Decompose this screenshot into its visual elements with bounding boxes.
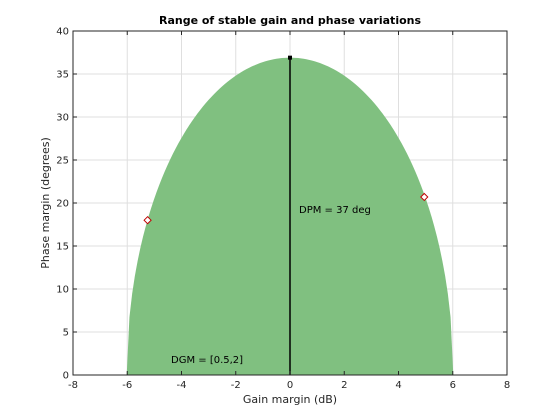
dgm-annotation: DGM = [0.5,2] <box>171 355 243 366</box>
y-tick-label: 30 <box>56 113 69 124</box>
dpm-annotation: DPM = 37 deg <box>299 205 371 216</box>
x-tick-label: 6 <box>450 380 456 391</box>
y-tick-label: 40 <box>56 27 69 38</box>
x-tick-labels: -8 -6 -4 -2 0 2 4 6 8 <box>68 380 510 391</box>
x-tick-label: -6 <box>122 380 132 391</box>
x-tick-label: -8 <box>68 380 78 391</box>
y-tick-label: 5 <box>63 328 69 339</box>
x-tick-label: 0 <box>287 380 293 391</box>
disk-margin-peak-marker <box>288 55 292 60</box>
y-tick-label: 20 <box>56 199 69 210</box>
axes-box <box>72 30 508 376</box>
y-axis-label: Phase margin (degrees) <box>39 137 52 269</box>
chart-title: Range of stable gain and phase variation… <box>159 14 422 27</box>
y-tick-label: 15 <box>56 242 69 253</box>
y-tick-labels: 0 5 10 15 20 25 30 35 40 <box>56 27 69 382</box>
x-tick-label: 2 <box>341 380 347 391</box>
x-tick-label: 8 <box>504 380 510 391</box>
margin-marker-2 <box>420 192 429 202</box>
y-tick-label: 10 <box>56 285 69 296</box>
x-axis-label: Gain margin (dB) <box>243 393 337 406</box>
stable-region-layer <box>126 55 454 375</box>
margin-marker-1 <box>143 215 152 225</box>
x-tick-label: 4 <box>395 380 401 391</box>
x-tick-label: -2 <box>231 380 241 391</box>
y-tick-label: 35 <box>56 70 69 81</box>
y-tick-label: 0 <box>63 371 69 382</box>
y-tick-label: 25 <box>56 156 69 167</box>
x-tick-label: -4 <box>177 380 187 391</box>
